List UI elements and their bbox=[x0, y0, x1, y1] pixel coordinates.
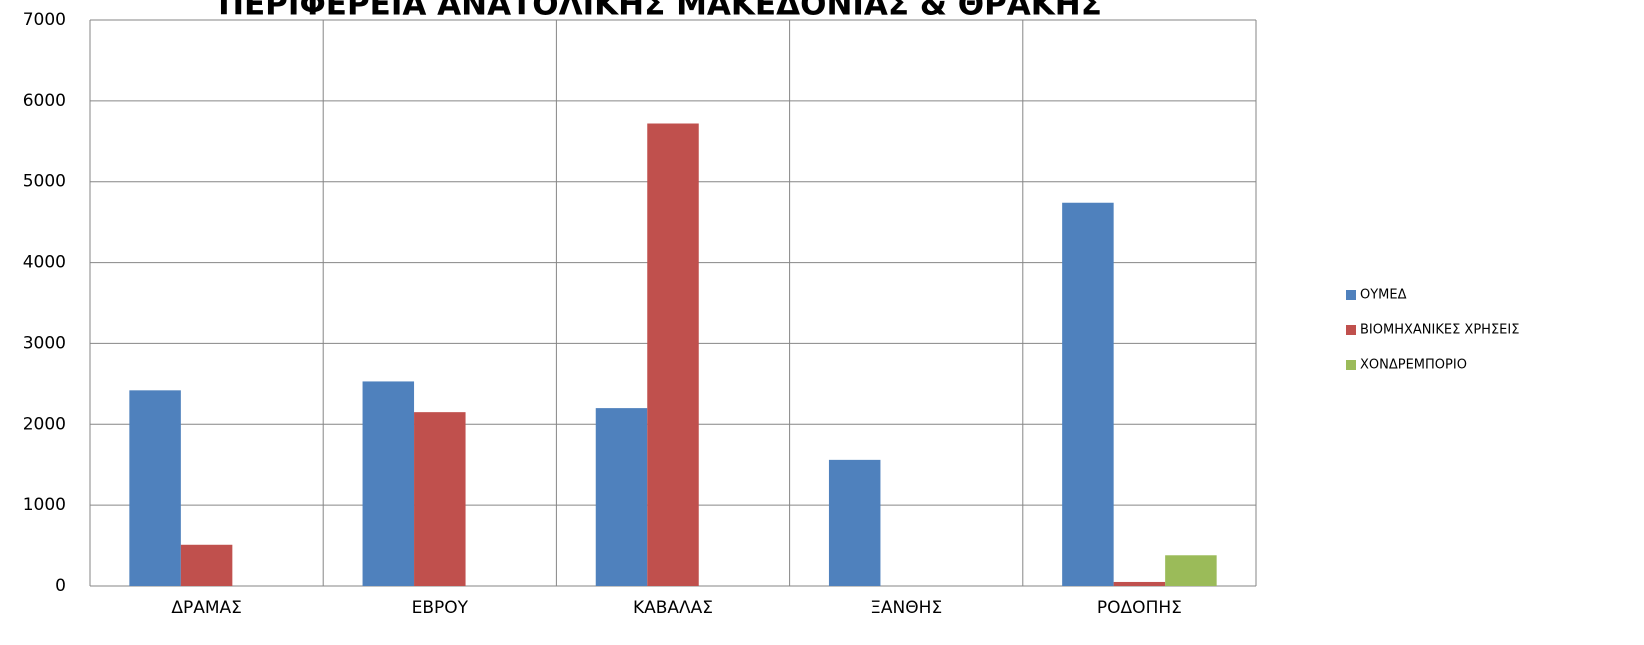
bar bbox=[595, 408, 648, 586]
legend-swatch bbox=[1346, 290, 1356, 300]
bar bbox=[129, 390, 181, 586]
x-tick-label: ΡΟΔΟΠΗΣ bbox=[1097, 598, 1182, 618]
y-tick-label: 7000 bbox=[23, 10, 66, 30]
bar bbox=[1165, 555, 1217, 586]
legend-swatch bbox=[1346, 360, 1356, 370]
y-tick-label: 3000 bbox=[23, 333, 66, 353]
legend-label: ΧΟΝΔΡΕΜΠΟΡΙΟ bbox=[1360, 358, 1467, 373]
bar bbox=[362, 381, 415, 586]
legend-swatch bbox=[1346, 325, 1356, 335]
bar bbox=[1062, 202, 1114, 587]
x-tick-label: ΕΒΡΟΥ bbox=[412, 598, 469, 618]
bar bbox=[180, 544, 233, 586]
legend-label: ΒΙΟΜΗΧΑΝΙΚΕΣ ΧΡΗΣΕΙΣ bbox=[1360, 323, 1519, 338]
x-tick-label: ΔΡΑΜΑΣ bbox=[171, 598, 242, 618]
y-tick-label: 1000 bbox=[23, 495, 66, 515]
x-tick-label: ΚΑΒΑΛΑΣ bbox=[633, 598, 713, 618]
chart-title: ΠΕΡΙΦΕΡΕΙΑ ΑΝΑΤΟΛΙΚΗΣ ΜΑΚΕΔΟΝΙΑΣ & ΘΡΑΚΗ… bbox=[218, 0, 1102, 23]
bar bbox=[828, 459, 881, 586]
y-tick-label: 5000 bbox=[23, 172, 66, 192]
bar bbox=[647, 123, 699, 587]
bar bbox=[1113, 581, 1166, 586]
y-tick-label: 2000 bbox=[23, 414, 66, 434]
x-tick-label: ΞΑΝΘΗΣ bbox=[870, 598, 942, 618]
bar bbox=[414, 412, 466, 586]
legend-label: ΟΥΜΕΔ bbox=[1360, 288, 1407, 303]
y-tick-label: 0 bbox=[55, 576, 66, 596]
y-tick-label: 6000 bbox=[23, 91, 66, 111]
y-tick-label: 4000 bbox=[23, 253, 66, 273]
